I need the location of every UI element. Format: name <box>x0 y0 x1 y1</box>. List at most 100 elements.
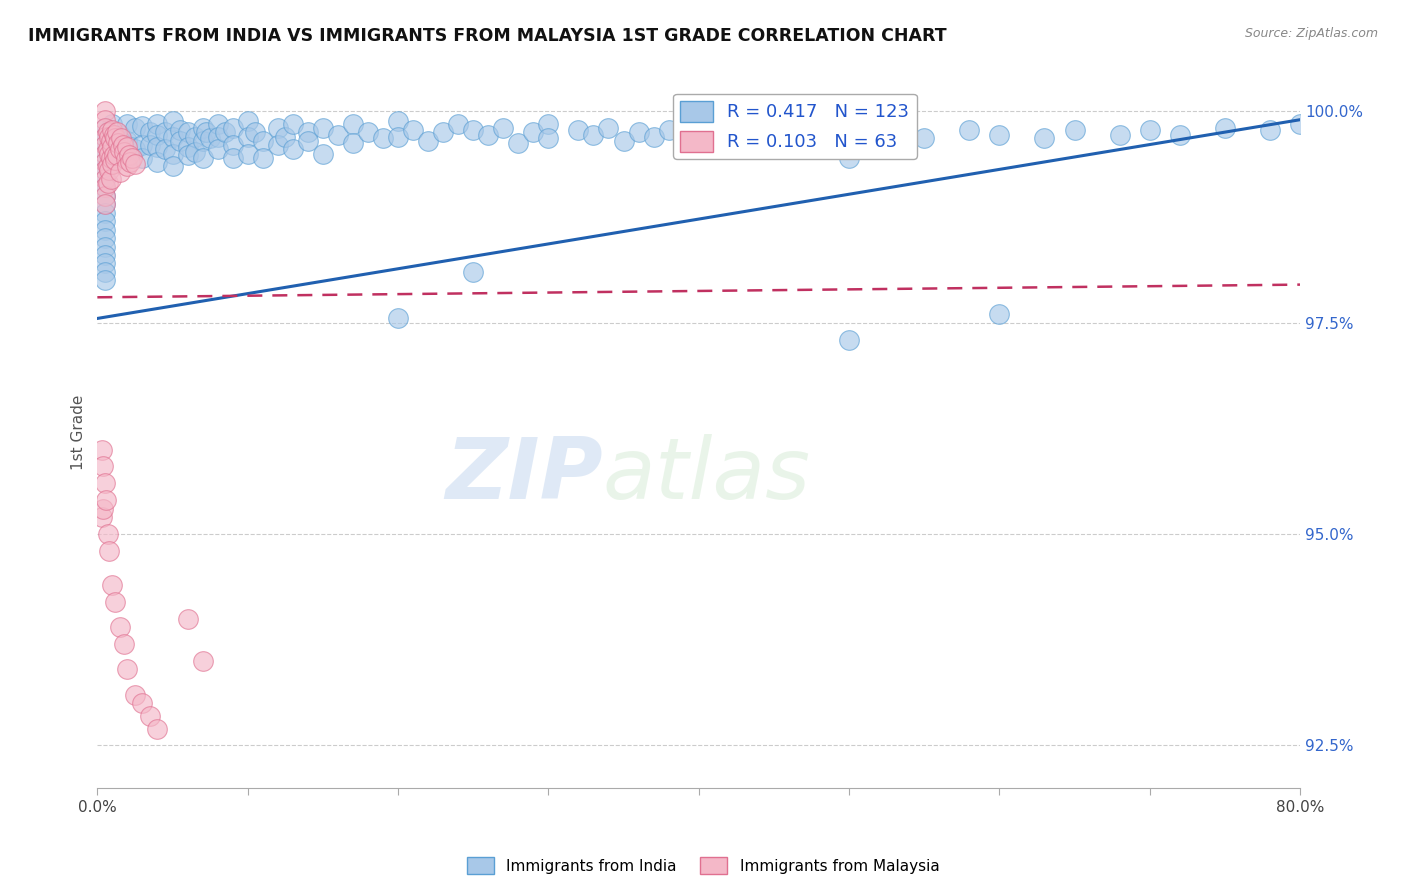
Point <box>477 128 499 142</box>
Point <box>762 131 785 145</box>
Point <box>988 128 1011 142</box>
Point <box>387 129 409 144</box>
Point <box>94 138 117 153</box>
Point <box>97 142 120 156</box>
Point <box>643 129 665 144</box>
Point <box>267 121 290 136</box>
Point <box>807 128 830 142</box>
Point <box>184 145 207 159</box>
Point <box>463 123 485 137</box>
Point <box>162 129 184 144</box>
Point <box>120 155 142 169</box>
Point <box>104 153 127 168</box>
Point <box>214 125 236 139</box>
Point <box>838 151 860 165</box>
Point <box>94 146 117 161</box>
Point <box>221 121 243 136</box>
Point <box>101 123 124 137</box>
Point <box>139 125 162 139</box>
Point <box>838 138 860 153</box>
Point <box>103 128 125 142</box>
Point <box>108 142 131 156</box>
Text: atlas: atlas <box>603 434 810 516</box>
Point <box>94 476 117 491</box>
Point <box>198 131 221 145</box>
Point <box>124 121 146 136</box>
Text: Source: ZipAtlas.com: Source: ZipAtlas.com <box>1244 27 1378 40</box>
Point <box>93 501 115 516</box>
Point <box>252 151 274 165</box>
Point <box>1108 128 1130 142</box>
Point <box>191 121 214 136</box>
Point <box>297 134 319 148</box>
Point <box>98 544 121 558</box>
Point <box>281 117 304 131</box>
Point <box>94 214 117 228</box>
Point <box>432 125 454 139</box>
Point <box>101 578 124 592</box>
Point <box>312 146 335 161</box>
Point <box>112 145 135 159</box>
Y-axis label: 1st Grade: 1st Grade <box>72 395 86 470</box>
Point <box>117 159 139 173</box>
Point <box>105 125 128 139</box>
Legend: R = 0.417   N = 123, R = 0.103   N = 63: R = 0.417 N = 123, R = 0.103 N = 63 <box>673 94 917 159</box>
Point <box>1168 128 1191 142</box>
Point <box>94 129 117 144</box>
Point <box>207 142 229 156</box>
Point <box>658 123 681 137</box>
Point <box>98 163 121 178</box>
Point <box>131 120 153 134</box>
Point <box>402 123 425 137</box>
Point <box>1033 131 1056 145</box>
Point <box>522 125 544 139</box>
Point <box>688 117 710 131</box>
Point <box>94 112 117 127</box>
Point <box>118 148 141 162</box>
Point <box>169 134 191 148</box>
Text: IMMIGRANTS FROM INDIA VS IMMIGRANTS FROM MALAYSIA 1ST GRADE CORRELATION CHART: IMMIGRANTS FROM INDIA VS IMMIGRANTS FROM… <box>28 27 946 45</box>
Point <box>169 123 191 137</box>
Point <box>146 128 169 142</box>
Point <box>94 248 117 262</box>
Point <box>387 114 409 128</box>
Point <box>627 125 650 139</box>
Point <box>131 151 153 165</box>
Point <box>236 114 259 128</box>
Point <box>1063 123 1085 137</box>
Point <box>97 159 120 173</box>
Point <box>221 151 243 165</box>
Point <box>124 142 146 156</box>
Point <box>146 722 169 736</box>
Point <box>748 121 770 136</box>
Point <box>94 222 117 236</box>
Point <box>94 104 117 119</box>
Point <box>124 688 146 702</box>
Point <box>312 121 335 136</box>
Point <box>94 239 117 253</box>
Point <box>688 128 710 142</box>
Point <box>101 140 124 154</box>
Point <box>94 256 117 270</box>
Point <box>162 114 184 128</box>
Point <box>100 134 122 148</box>
Point <box>108 620 131 634</box>
Point <box>146 140 169 154</box>
Point <box>90 442 112 457</box>
Point <box>221 138 243 153</box>
Point <box>111 138 134 153</box>
Point <box>94 197 117 211</box>
Point <box>176 148 198 162</box>
Point <box>207 129 229 144</box>
Point <box>104 595 127 609</box>
Point <box>508 136 530 151</box>
Point <box>1139 123 1161 137</box>
Point <box>297 125 319 139</box>
Point <box>868 125 890 139</box>
Point <box>184 129 207 144</box>
Point <box>103 148 125 162</box>
Point <box>97 527 120 541</box>
Point <box>94 172 117 186</box>
Point <box>153 125 176 139</box>
Point <box>108 128 131 142</box>
